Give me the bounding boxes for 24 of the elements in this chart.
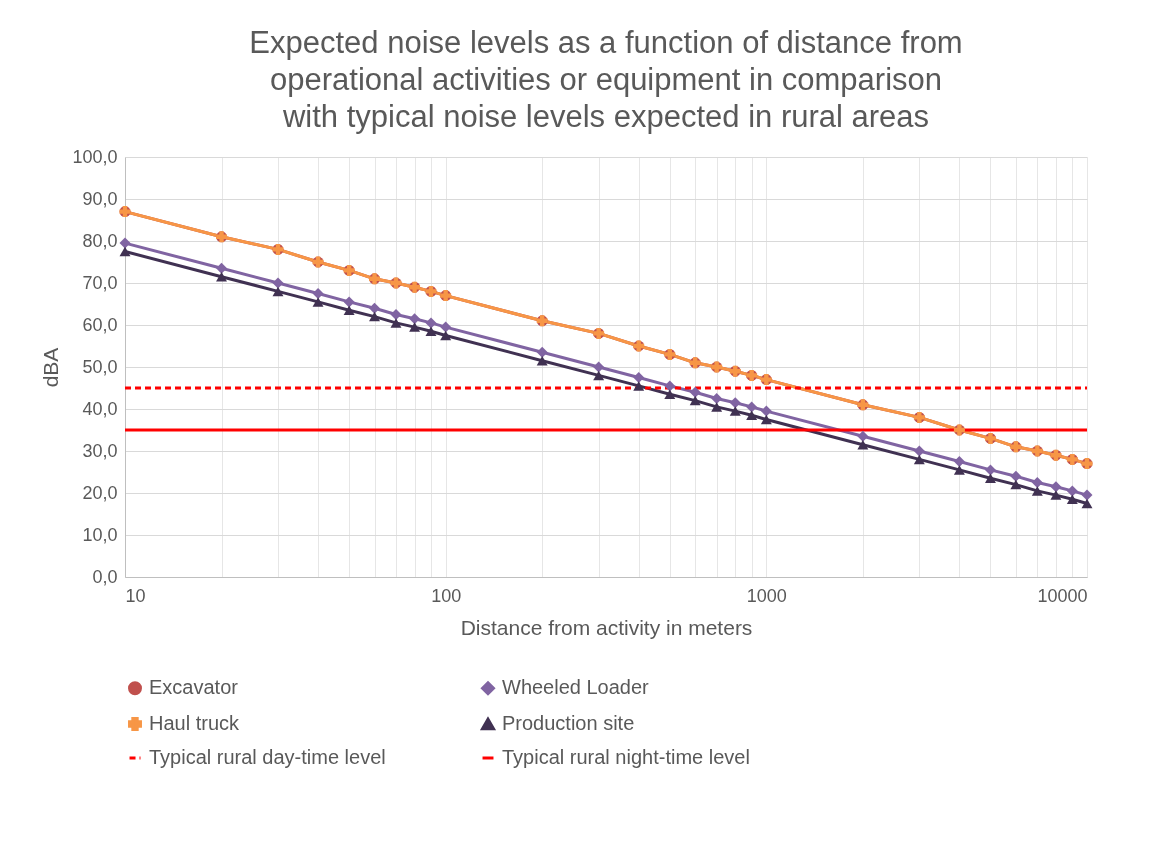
- legend-label: Haul truck: [149, 712, 241, 734]
- y-tick-label: 30,0: [82, 440, 118, 461]
- y-tick-label: 40,0: [82, 398, 118, 419]
- y-tick-label: 50,0: [82, 356, 118, 377]
- y-tick-label: 90,0: [82, 188, 118, 209]
- legend-label: Production site: [502, 712, 635, 734]
- y-tick-label: 100,0: [72, 146, 118, 167]
- legend-label: Excavator: [149, 676, 239, 699]
- legend-label: Wheeled Loader: [502, 676, 650, 699]
- y-tick-label: 20,0: [82, 482, 118, 503]
- y-tick-label: 80,0: [82, 230, 118, 251]
- x-tick-label: 100: [431, 585, 462, 606]
- y-axis-title: dBA: [39, 347, 63, 388]
- y-tick-label: 0,0: [92, 566, 118, 587]
- chart-title: Expected noise levels as a function of distance from operational activities or equipment in comparison with typical noise levels expected in rural areas: [249, 25, 963, 134]
- x-axis-title: Distance from activity in meters: [460, 615, 753, 639]
- y-tick-label: 70,0: [82, 272, 118, 293]
- x-tick-label: 10: [125, 585, 146, 606]
- legend-label: Typical rural day-time level: [149, 746, 386, 768]
- y-tick-label: 60,0: [82, 314, 118, 335]
- x-tick-label: 1000: [746, 585, 787, 606]
- y-tick-label: 10,0: [82, 524, 118, 545]
- legend-label: Typical rural night-time level: [502, 746, 750, 768]
- x-tick-label: 10000: [1037, 585, 1088, 606]
